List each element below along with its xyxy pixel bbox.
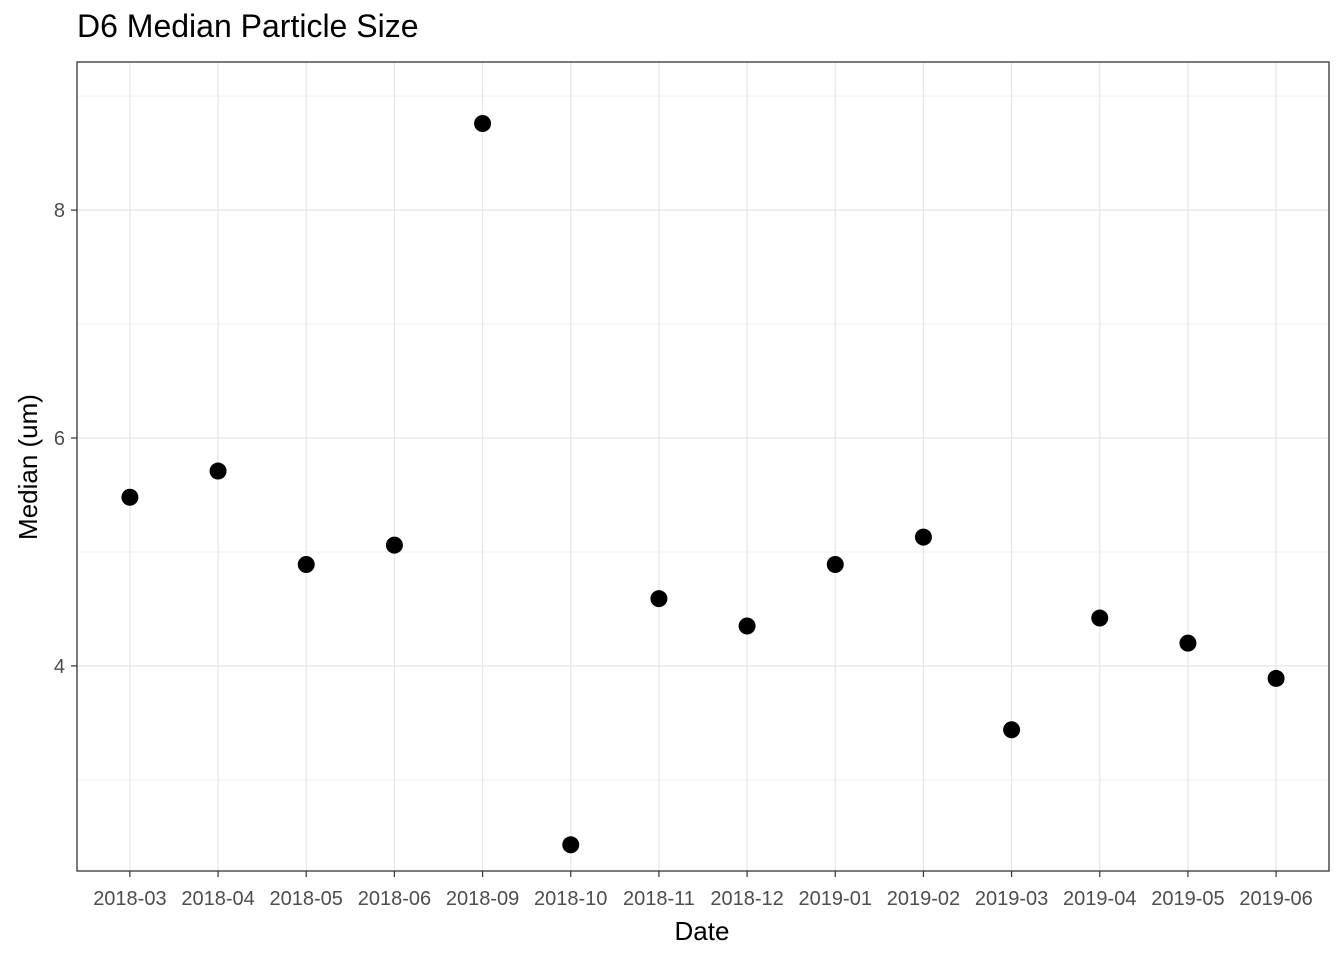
data-point — [738, 617, 756, 635]
x-tick-label: 2019-03 — [975, 888, 1048, 910]
chart-title: D6 Median Particle Size — [77, 8, 419, 44]
y-tick-label: 6 — [54, 428, 65, 450]
data-point — [1003, 721, 1021, 739]
x-tick-label: 2019-01 — [799, 888, 872, 910]
data-point — [209, 462, 227, 480]
data-point — [474, 115, 492, 133]
y-tick-label: 8 — [54, 200, 65, 222]
data-points — [121, 115, 1285, 854]
data-point — [297, 555, 315, 573]
x-tick-label: 2019-06 — [1239, 888, 1312, 910]
x-tick-label: 2019-05 — [1151, 888, 1224, 910]
data-point — [1091, 609, 1109, 627]
axis-ticks: 4 6 8 2018-03 2018-04 2018-05 2018-06 2018-09 20… — [54, 200, 1313, 910]
data-point — [1179, 634, 1197, 652]
data-point — [121, 488, 139, 506]
x-axis-title: Date — [675, 916, 730, 946]
x-tick-label: 2019-02 — [887, 888, 960, 910]
data-point — [650, 590, 668, 608]
data-point — [562, 836, 580, 854]
x-tick-label: 2018-10 — [534, 888, 607, 910]
x-tick-label: 2018-09 — [446, 888, 519, 910]
data-point — [826, 555, 844, 573]
x-tick-label: 2018-12 — [710, 888, 783, 910]
data-point — [914, 528, 932, 546]
x-tick-label: 2018-05 — [270, 888, 343, 910]
x-tick-label: 2019-04 — [1063, 888, 1136, 910]
data-point — [1267, 669, 1285, 687]
x-tick-label: 2018-06 — [358, 888, 431, 910]
grid-lines — [77, 62, 1329, 871]
y-tick-label: 4 — [54, 656, 65, 678]
x-tick-label: 2018-03 — [93, 888, 166, 910]
data-point — [385, 536, 403, 554]
y-axis-title: Median (um) — [13, 394, 43, 540]
x-tick-label: 2018-11 — [623, 888, 695, 910]
plot-panel-border — [76, 61, 1330, 872]
x-tick-label: 2018-04 — [181, 888, 254, 910]
